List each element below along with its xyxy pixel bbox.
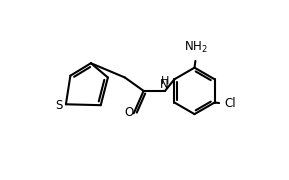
Text: NH$_2$: NH$_2$ xyxy=(184,40,208,55)
Text: H: H xyxy=(160,76,169,86)
Text: S: S xyxy=(55,99,63,112)
Text: O: O xyxy=(124,106,134,119)
Text: N: N xyxy=(160,78,169,91)
Text: Cl: Cl xyxy=(225,97,236,110)
